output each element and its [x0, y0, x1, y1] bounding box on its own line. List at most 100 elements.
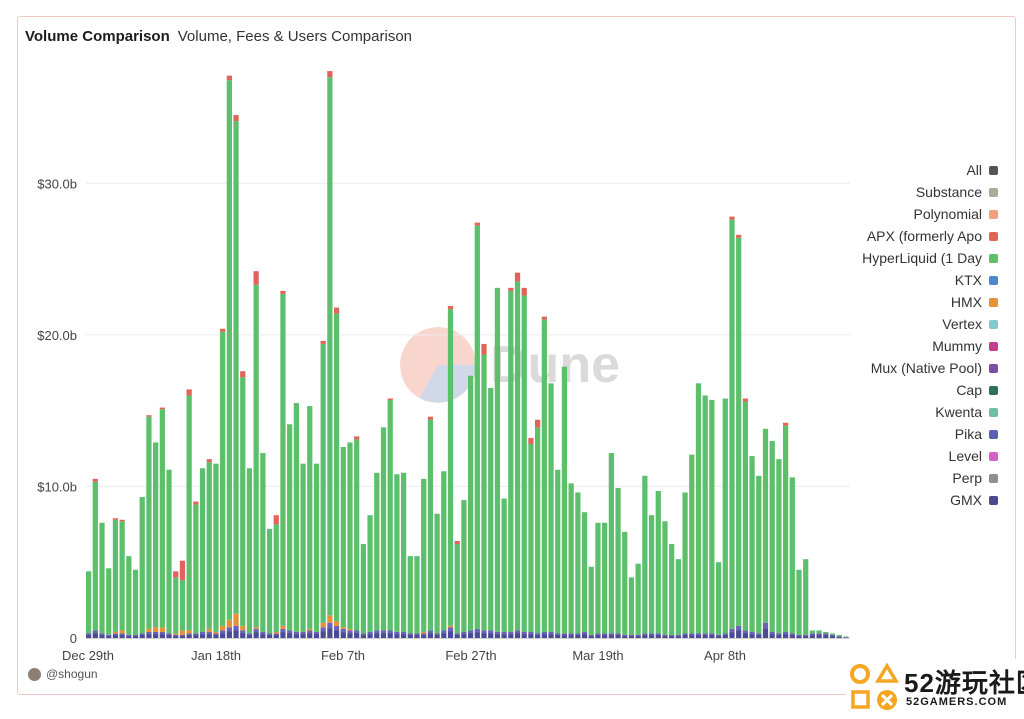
bar-segment-pika [655, 633, 661, 636]
bar-segment-gmx [260, 634, 266, 638]
bar-segment-hyperliquid [474, 225, 480, 629]
bar-segment-pika [333, 625, 340, 631]
legend-item[interactable]: Cap [862, 379, 998, 401]
bar-segment-pika [313, 631, 320, 635]
legend-item[interactable]: Kwenta [862, 401, 998, 423]
bar-segment-hyperliquid [179, 580, 186, 631]
bar-segment-pika [380, 630, 387, 634]
legend-item[interactable]: GMX [862, 489, 998, 511]
bar-segment-hyperliquid [199, 468, 206, 632]
legend-item[interactable]: KTX [862, 269, 998, 291]
bar-segment-pika [474, 628, 480, 633]
bar-segment-gmx [481, 633, 487, 638]
bar-segment-gmx [769, 634, 775, 638]
bar-segment-gmx [635, 636, 641, 638]
bar-segment-hyperliquid [300, 463, 306, 632]
bar-segment-pika [488, 630, 494, 634]
bar-segment-hyperliquid [628, 577, 635, 635]
bar-segment-hmx [119, 630, 125, 634]
bar-segment-pika [836, 636, 842, 638]
bar-segment-pika [595, 633, 601, 636]
bar-segment-hyperliquid [823, 631, 829, 634]
bar-segment-pika [166, 633, 172, 636]
bar-segment-hyperliquid [796, 569, 802, 635]
legend-item[interactable]: APX (formerly Apo [862, 225, 998, 247]
bar-segment-hmx [153, 627, 159, 632]
bar-segment-hmx [146, 628, 152, 632]
bar-segment-hmx [226, 619, 232, 628]
bar-segment-hyperliquid [655, 490, 661, 634]
bar-segment-gmx [823, 635, 829, 638]
bar-segment-apx [146, 415, 152, 417]
bar-segment-gmx [474, 632, 480, 638]
bar-segment-gmx [333, 630, 340, 638]
chart-subtitle: Volume, Fees & Users Comparison [177, 28, 413, 45]
bar-segment-hmx [233, 613, 239, 626]
bar-segment-pika [762, 622, 769, 629]
legend-item[interactable]: Perp [862, 467, 998, 489]
bar-segment-gmx [501, 634, 507, 638]
bar-segment-gmx [266, 635, 273, 638]
bar-segment-pika [642, 633, 648, 636]
legend-item[interactable]: HMX [862, 291, 998, 313]
bar-segment-gmx [159, 634, 165, 638]
bar-segment-pika [461, 631, 467, 635]
bar-segment-pika [287, 630, 293, 634]
bar-segment-hyperliquid [273, 524, 279, 632]
bar-segment-hyperliquid [555, 469, 561, 634]
bar-segment-pika [675, 634, 681, 637]
y-tick-label: 0 [70, 631, 77, 646]
bar-segment-hyperliquid [622, 531, 628, 635]
legend-item[interactable]: HyperLiquid (1 Day [862, 247, 998, 269]
gamepad-symbols-icon [850, 662, 900, 710]
bar-segment-apx [541, 316, 547, 320]
legend-label: GMX [950, 492, 982, 508]
bar-segment-hyperliquid [508, 290, 514, 632]
bar-segment-hmx [320, 622, 326, 628]
legend-item[interactable]: Mummy [862, 335, 998, 357]
bar-segment-pika [340, 628, 346, 633]
legend-item[interactable]: Mux (Native Pool) [862, 357, 998, 379]
bar-segment-hyperliquid [253, 284, 259, 628]
bar-segment-hmx [327, 615, 333, 623]
legend-item[interactable]: Pika [862, 423, 998, 445]
bar-segment-gmx [776, 635, 782, 638]
author-credit[interactable]: @shogun [28, 667, 98, 681]
bar-segment-apx [92, 478, 98, 482]
bar-segment-gmx [568, 635, 574, 638]
bar-segment-hyperliquid [400, 472, 407, 632]
legend-label: APX (formerly Apo [866, 228, 982, 244]
bar-segment-pika [588, 634, 594, 637]
bar-segment-hyperliquid [575, 492, 581, 634]
bar-segment-pika [715, 634, 722, 637]
bar-segment-hyperliquid [213, 463, 219, 632]
legend-swatch [989, 209, 998, 219]
bar-segment-gmx [454, 635, 460, 638]
bar-segment-gmx [722, 635, 728, 638]
bar-segment-pika [307, 630, 313, 634]
bar-segment-hyperliquid [360, 544, 366, 634]
bar-segment-pika [260, 631, 266, 635]
bar-segment-hyperliquid [287, 424, 293, 631]
bar-segment-hyperliquid [829, 633, 836, 635]
bar-segment-apx [474, 222, 480, 226]
legend-label: Vertex [942, 316, 982, 332]
legend-item[interactable]: Vertex [862, 313, 998, 335]
bar-segment-pika [394, 631, 400, 635]
bar-segment-pika [776, 633, 782, 636]
bar-segment-pika [300, 631, 306, 635]
bar-segment-pika [608, 633, 614, 636]
bar-segment-gmx [682, 635, 688, 638]
bar-segment-pika [273, 633, 279, 636]
bar-segment-gmx [139, 635, 145, 638]
legend-item[interactable]: Substance [862, 181, 998, 203]
bar-segment-hyperliquid [695, 383, 702, 634]
legend-item[interactable]: Polynomial [862, 203, 998, 225]
bar-segment-pika [374, 630, 380, 634]
chart-legend: All Substance Polynomial APX (formerly Apo H… [862, 159, 998, 511]
bar-segment-gmx [628, 636, 635, 638]
legend-item[interactable]: All [862, 159, 998, 181]
bar-segment-hyperliquid [186, 395, 192, 631]
avatar [28, 667, 41, 681]
legend-item[interactable]: Level [862, 445, 998, 467]
